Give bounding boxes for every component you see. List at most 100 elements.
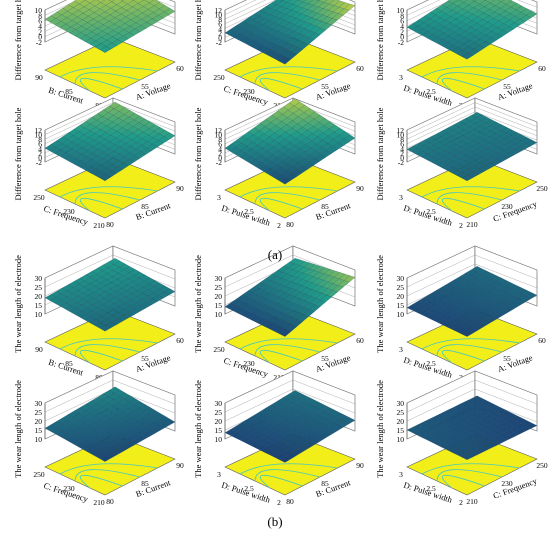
z-tick-label: 25 xyxy=(35,408,43,417)
z-axis-label: The wear length of electrode xyxy=(375,380,385,478)
x-tick-label: 90 xyxy=(356,461,364,470)
x-tick-label: 90 xyxy=(176,461,184,470)
x-axis-label: A: Voltage xyxy=(134,352,172,374)
x-tick-label: 250 xyxy=(536,461,548,470)
z-gridline xyxy=(406,379,538,413)
surface-mesh xyxy=(44,258,176,332)
x-tick-label: 55 xyxy=(503,354,511,363)
x-tick-label: 85 xyxy=(141,202,149,211)
z-tick-label: 12 xyxy=(397,126,405,135)
z-axis-label: Difference from target hole xyxy=(13,0,23,80)
x-tick-label: 60 xyxy=(538,336,546,345)
x-tick-label: 90 xyxy=(356,184,364,193)
z-tick-label: 10 xyxy=(35,435,43,444)
z-gridline xyxy=(44,379,176,413)
z-axis-label: The wear length of electrode xyxy=(13,380,23,478)
z-tick-label: 30 xyxy=(35,274,43,283)
z-tick-label: 0 xyxy=(218,33,222,42)
z-tick-label: 10 xyxy=(397,131,405,140)
floor-contour xyxy=(441,197,485,212)
z-tick-label: 6 xyxy=(38,17,42,26)
y-tick-label: 85 xyxy=(65,87,73,96)
z-gridline xyxy=(406,388,538,422)
x-axis-label: A: Voltage xyxy=(314,80,352,102)
x-tick-label: 210 xyxy=(466,497,478,506)
z-tick-label: 20 xyxy=(397,292,405,301)
z-tick-label: 6 xyxy=(218,140,222,149)
z-tick-label: 10 xyxy=(215,310,223,319)
x-tick-label: 55 xyxy=(141,82,149,91)
z-gridline xyxy=(44,245,176,279)
z-axis-label: The wear length of electrode xyxy=(13,255,23,353)
z-gridline xyxy=(224,379,356,413)
z-axis-label: Difference from target hole xyxy=(13,107,23,200)
z-tick-label: 10 xyxy=(35,6,43,15)
z-tick-label: 12 xyxy=(215,6,223,15)
y-tick-label: 2 xyxy=(277,498,281,507)
x-tick-label: 55 xyxy=(321,354,329,363)
surface-mesh xyxy=(224,390,356,463)
z-tick-label: 2 xyxy=(400,27,404,36)
z-tick-label: 0 xyxy=(400,153,404,162)
z-axis-label: The wear length of electrode xyxy=(193,255,203,353)
surface-cell xyxy=(461,330,473,337)
z-tick-label: 15 xyxy=(35,301,43,310)
z-tick-label: 8 xyxy=(38,11,42,20)
z-gridline xyxy=(224,97,356,131)
z-gridline xyxy=(44,254,176,288)
surface-cell xyxy=(99,325,111,332)
z-tick-label: 2 xyxy=(38,27,42,36)
z-tick-label: 25 xyxy=(215,283,223,292)
z-tick-label: 0 xyxy=(400,33,404,42)
z-tick-label: 8 xyxy=(400,135,404,144)
y-tick-label: 2.5 xyxy=(426,207,436,216)
floor-contour xyxy=(254,192,321,205)
floor-contour xyxy=(421,66,520,78)
z-gridline xyxy=(406,0,538,16)
x-tick-label: 210 xyxy=(466,220,478,229)
z-tick-label: 30 xyxy=(397,399,405,408)
y-tick-label: 250 xyxy=(33,193,45,202)
z-tick-label: -2 xyxy=(398,158,404,167)
x-axis-label: A: Voltage xyxy=(134,80,172,102)
z-tick-label: 15 xyxy=(397,301,405,310)
floor-contour xyxy=(436,192,503,205)
surface-cell xyxy=(280,0,284,1)
z-tick-label: 6 xyxy=(400,140,404,149)
floor-contour xyxy=(254,344,321,357)
x-axis-label: B: Current xyxy=(314,477,352,499)
z-tick-label: 10 xyxy=(35,131,43,140)
surface-mesh xyxy=(224,258,356,337)
x-axis-label: A: Voltage xyxy=(496,352,534,374)
y-tick-label: 210 xyxy=(93,498,105,507)
z-tick-label: 8 xyxy=(400,11,404,20)
x-tick-label: 85 xyxy=(321,479,329,488)
surface-cell xyxy=(99,46,111,53)
x-tick-label: 55 xyxy=(321,82,329,91)
surface-cell xyxy=(461,175,473,181)
z-tick-label: 4 xyxy=(218,24,222,33)
x-tick-label: 80 xyxy=(106,220,114,229)
surface-cell xyxy=(120,0,125,2)
z-tick-label: -2 xyxy=(216,38,222,47)
surface-cell xyxy=(461,52,473,60)
floor-contour xyxy=(259,197,303,212)
y-tick-label: 230 xyxy=(63,207,75,216)
z-gridline xyxy=(406,97,538,131)
x-tick-label: 230 xyxy=(501,202,513,211)
z-tick-label: 20 xyxy=(397,417,405,426)
surface-mesh xyxy=(406,0,538,60)
z-axis-label: Difference from target hole xyxy=(375,107,385,200)
z-tick-label: -2 xyxy=(398,38,404,47)
x-tick-label: 60 xyxy=(538,64,546,73)
floor-contour xyxy=(441,474,485,489)
x-tick-label: 230 xyxy=(501,479,513,488)
z-gridline xyxy=(224,370,356,404)
